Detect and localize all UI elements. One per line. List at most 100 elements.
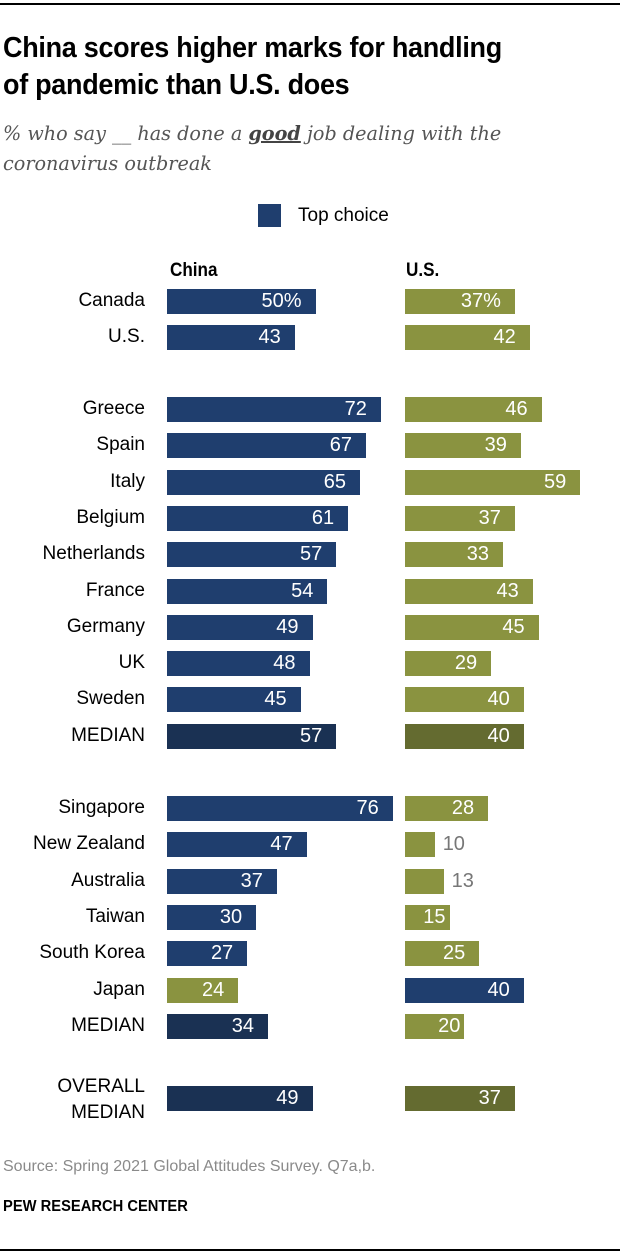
bar-value-us-uk: 29 [454, 652, 478, 675]
row-label-sweden: Sweden [76, 688, 145, 710]
bar-value-china-canada: 50% [261, 290, 302, 312]
row-label-netherlands: Netherlands [42, 543, 145, 565]
bar-china-overall-median-overall [167, 1086, 313, 1111]
bar-value-us-median-europe: 40 [487, 724, 510, 747]
bar-china-singapore [167, 796, 393, 821]
legend: Top choice [258, 204, 389, 227]
bar-us-belgium [405, 505, 515, 531]
subtitle-emphasis: good [248, 121, 301, 145]
row-label-italy: Italy [110, 470, 145, 492]
row-label-japan: Japan [93, 978, 145, 1000]
row-label-median-europe: MEDIAN [71, 724, 145, 746]
bar-us-median-europe [405, 723, 524, 749]
bar-china-greece [167, 397, 381, 422]
row-label-uk: UK [118, 652, 145, 674]
bar-china-u-s- [167, 325, 295, 351]
row-label-singapore: Singapore [58, 797, 145, 818]
bar-value-us-taiwan: 15 [423, 905, 446, 928]
column-header-china: China [170, 260, 218, 281]
bar-us-median-asia-pacific [405, 1013, 465, 1039]
row-label-germany: Germany [66, 615, 145, 637]
bar-value-china-sweden: 45 [264, 688, 287, 711]
bar-us-australia [405, 868, 444, 894]
bar-china-italy [167, 469, 361, 495]
bar-value-china-u-s-: 43 [258, 326, 281, 349]
bar-value-china-uk: 48 [273, 652, 296, 675]
bar-value-china-netherlands: 57 [300, 543, 323, 566]
bar-china-new-zealand [167, 832, 307, 858]
bar-value-china-australia: 37 [240, 869, 263, 892]
source-note: Source: Spring 2021 Global Attitudes Sur… [3, 1158, 376, 1175]
bar-us-netherlands [405, 542, 503, 568]
bar-china-south-korea [167, 941, 248, 967]
row-label-australia: Australia [71, 869, 145, 891]
row-label-france: France [85, 579, 145, 601]
bar-us-canada [405, 289, 515, 314]
bar-value-china-south-korea: 27 [210, 942, 234, 965]
row-label-taiwan: Taiwan [85, 905, 145, 927]
bar-value-us-median-asia-pacific: 20 [438, 1014, 461, 1037]
chart-subtitle: % who say __ has done a good job dealing… [3, 118, 579, 178]
bar-china-japan [167, 977, 239, 1003]
bar-china-germany [167, 614, 313, 640]
bar-china-spain [167, 433, 366, 459]
bar-value-china-italy: 65 [323, 470, 347, 493]
bar-value-us-netherlands: 33 [466, 543, 489, 566]
bar-china-median-asia-pacific [167, 1013, 268, 1039]
row-label-new-zealand: New Zealand [33, 833, 145, 855]
chart-title-line-2: of pandemic than U.S. does [3, 69, 350, 101]
bar-china-belgium [167, 505, 349, 531]
bar-us-france [405, 578, 533, 604]
bar-value-us-australia: 13 [451, 869, 474, 892]
bar-value-china-median-asia-pacific: 34 [231, 1014, 254, 1037]
row-label-south-korea: South Korea [39, 942, 145, 964]
bar-china-sweden [167, 687, 301, 713]
bar-value-us-u-s-: 42 [493, 326, 516, 349]
bar-us-greece [405, 397, 542, 422]
bar-china-france [167, 578, 328, 604]
bar-value-us-germany: 45 [502, 615, 525, 638]
column-header-us: U.S. [406, 260, 440, 281]
bar-value-china-japan: 24 [202, 978, 225, 1001]
bar-value-china-singapore: 76 [356, 797, 379, 819]
bar-china-median-europe [167, 723, 337, 749]
bar-value-us-japan: 40 [487, 978, 510, 1001]
row-label-line: OVERALL [57, 1076, 145, 1097]
bar-value-china-overall-median-overall: 49 [276, 1087, 299, 1109]
bar-value-china-taiwan: 30 [219, 905, 243, 928]
bar-value-us-singapore: 28 [451, 797, 475, 819]
row-label-belgium: Belgium [76, 506, 145, 528]
bar-us-singapore [405, 796, 489, 821]
bottom-rule [0, 1249, 620, 1251]
legend-swatch-top-choice [258, 204, 281, 227]
subtitle-before: % who say __ has done a [3, 121, 249, 145]
legend-label-top-choice: Top choice [298, 204, 389, 226]
bar-us-south-korea [405, 941, 480, 967]
bar-value-us-france: 43 [496, 579, 519, 602]
bar-us-spain [405, 433, 521, 459]
row-label-u-s-: U.S. [108, 326, 145, 348]
bar-value-china-germany: 49 [276, 615, 299, 638]
bar-value-china-france: 54 [291, 579, 314, 602]
bar-us-u-s- [405, 325, 530, 351]
row-label-greece: Greece [82, 398, 145, 419]
bar-china-australia [167, 868, 277, 894]
bar-value-us-canada: 37% [460, 290, 501, 312]
bar-us-new-zealand [405, 832, 435, 858]
row-label-spain: Spain [96, 434, 145, 456]
bar-value-china-new-zealand: 47 [270, 833, 293, 856]
bar-value-china-greece: 72 [344, 398, 367, 420]
chart-title-line-1: China scores higher marks for handling [3, 32, 502, 64]
bar-value-us-belgium: 37 [478, 506, 501, 529]
top-rule [0, 3, 620, 5]
bar-value-us-italy: 59 [543, 470, 567, 493]
bar-value-us-spain: 39 [484, 434, 507, 457]
row-label-overall-median-overall: OVERALL MEDIAN [57, 1074, 145, 1126]
bar-china-taiwan [167, 904, 257, 930]
row-label-median-asia-pacific: MEDIAN [71, 1014, 145, 1036]
bar-value-us-new-zealand: 10 [442, 833, 465, 856]
bar-value-china-median-europe: 57 [300, 724, 323, 747]
bar-us-japan [405, 977, 524, 1003]
row-label-line: MEDIAN [71, 1102, 145, 1123]
bar-us-sweden [405, 687, 524, 713]
